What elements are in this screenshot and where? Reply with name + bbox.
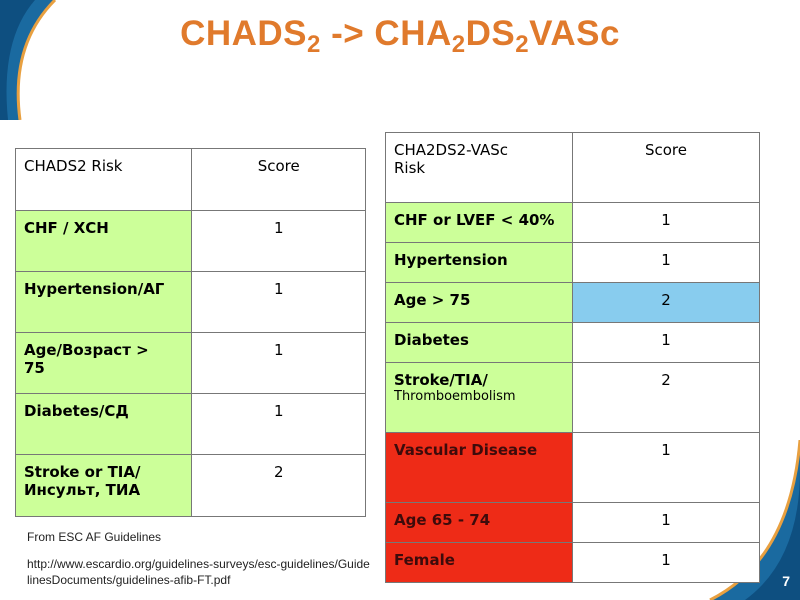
score-cell: 1: [191, 210, 366, 272]
table-row: Hypertension 1: [385, 242, 760, 283]
table-row: Hypertension/АГ 1: [14, 271, 366, 333]
score-cell: 2: [572, 282, 760, 323]
risk-subtext: Thromboembolism: [394, 389, 516, 404]
source-url[interactable]: http://www.escardio.org/guidelines-surve…: [27, 557, 370, 587]
page-number: 7: [782, 573, 790, 589]
risk-cell: Hypertension/АГ: [14, 271, 193, 333]
score-cell: 1: [572, 432, 760, 503]
chads2-table: CHADS2 Risk Score CHF / ХСН 1 Hypertensi…: [14, 148, 366, 517]
score-cell: 2: [572, 362, 760, 433]
risk-cell: Vascular Disease: [385, 432, 573, 503]
table-row: Stroke or TIA/ Инсульт, ТИА 2: [14, 454, 366, 517]
score-cell: 1: [572, 202, 760, 243]
risk-cell: CHF or LVEF < 40%: [385, 202, 573, 243]
score-cell: 1: [572, 502, 760, 543]
table-row: Diabetes 1: [385, 322, 760, 363]
table-row: CHF / ХСН 1: [14, 210, 366, 272]
score-cell: 1: [191, 332, 366, 394]
corner-swoosh-top-left: [0, 0, 57, 120]
table-row: CHF or LVEF < 40% 1: [385, 202, 760, 243]
score-cell: 1: [191, 271, 366, 333]
corner-swoosh-bottom-right: [709, 440, 800, 600]
risk-cell: Stroke/TIA/ Thromboembolism: [385, 362, 573, 433]
risk-cell: Age > 75: [385, 282, 573, 323]
source-caption: From ESC AF Guidelines: [27, 530, 162, 544]
cha2ds2-vasc-table: CHA2DS2-VASc Risk Score CHF or LVEF < 40…: [385, 132, 760, 583]
table-row: Diabetes/СД 1: [14, 393, 366, 455]
header-score: Score: [572, 132, 760, 203]
score-cell: 1: [572, 322, 760, 363]
risk-cell: CHF / ХСН: [14, 210, 193, 272]
score-cell: 2: [191, 454, 366, 517]
slide-title: CHADS2 -> CHA2DS2VASc: [180, 14, 620, 58]
risk-cell: Female: [385, 542, 573, 583]
risk-cell: Stroke or TIA/ Инсульт, ТИА: [14, 454, 193, 517]
header-risk: CHA2DS2-VASc Risk: [385, 132, 573, 203]
risk-text: Stroke/TIA/: [394, 371, 488, 389]
score-cell: 1: [572, 242, 760, 283]
score-cell: 1: [191, 393, 366, 455]
table-row: Age/Возраст > 75 1: [14, 332, 366, 394]
table-row: Age 65 - 74 1: [385, 502, 760, 543]
table-row: Female 1: [385, 542, 760, 583]
table-row: Vascular Disease 1: [385, 432, 760, 503]
score-cell: 1: [572, 542, 760, 583]
risk-cell: Hypertension: [385, 242, 573, 283]
risk-cell: Age 65 - 74: [385, 502, 573, 543]
header-score: Score: [191, 148, 366, 211]
table-row: Age > 75 2: [385, 282, 760, 323]
risk-cell: Diabetes: [385, 322, 573, 363]
risk-cell: Diabetes/СД: [14, 393, 193, 455]
table-header-row: CHA2DS2-VASc Risk Score: [385, 132, 760, 203]
header-risk: CHADS2 Risk: [14, 148, 193, 211]
risk-cell: Age/Возраст > 75: [14, 332, 193, 394]
table-header-row: CHADS2 Risk Score: [14, 148, 366, 211]
table-row: Stroke/TIA/ Thromboembolism 2: [385, 362, 760, 433]
